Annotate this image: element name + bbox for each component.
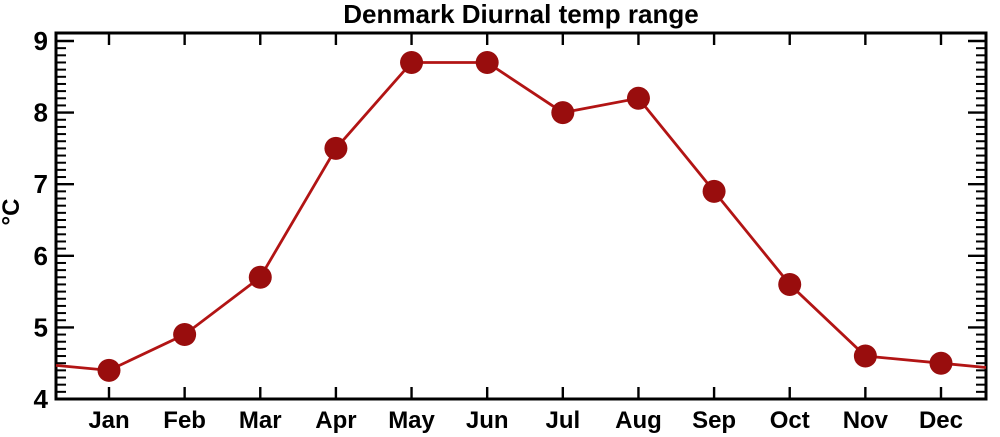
x-tick-label: Jan: [88, 407, 129, 434]
y-tick-label: 5: [34, 312, 48, 342]
data-point-sep: [702, 179, 726, 203]
x-tick-label: Aug: [615, 407, 662, 434]
x-tick-label: Jul: [545, 407, 580, 434]
data-point-oct: [778, 272, 802, 296]
data-point-dec: [929, 351, 953, 375]
y-tick-label: 6: [34, 241, 48, 271]
data-point-jan: [97, 358, 121, 382]
data-point-nov: [853, 344, 877, 368]
data-point-aug: [626, 86, 650, 110]
plot-frame: [54, 31, 988, 401]
x-tick-label: Oct: [770, 407, 810, 434]
data-point-mar: [248, 265, 272, 289]
x-tick-label: Dec: [919, 407, 963, 434]
x-tick-label: Apr: [315, 407, 356, 434]
x-tick-label: Sep: [692, 407, 736, 434]
data-point-jul: [551, 101, 575, 125]
chart-title: Denmark Diurnal temp range: [343, 0, 698, 29]
data-point-jun: [475, 50, 499, 74]
x-tick-label: Mar: [239, 407, 282, 434]
y-axis-label: °C: [0, 199, 25, 226]
x-tick-label: May: [388, 407, 435, 434]
x-tick-label: Feb: [163, 407, 206, 434]
y-tick-label: 4: [34, 384, 49, 414]
data-line: [55, 61, 987, 372]
x-tick-label: Nov: [843, 407, 889, 434]
data-point-may: [400, 50, 424, 74]
plot-area: 4 5 6 7 8 9 Jan Feb Mar Apr May Jun Jul Aug Sep Oct Nov D…: [34, 26, 988, 434]
data-point-apr: [324, 136, 348, 160]
y-tick-label: 9: [34, 26, 48, 56]
y-tick-label: 7: [34, 169, 48, 199]
y-tick-label: 8: [34, 98, 48, 128]
data-point-feb: [173, 323, 197, 347]
x-tick-label: Jun: [466, 407, 509, 434]
